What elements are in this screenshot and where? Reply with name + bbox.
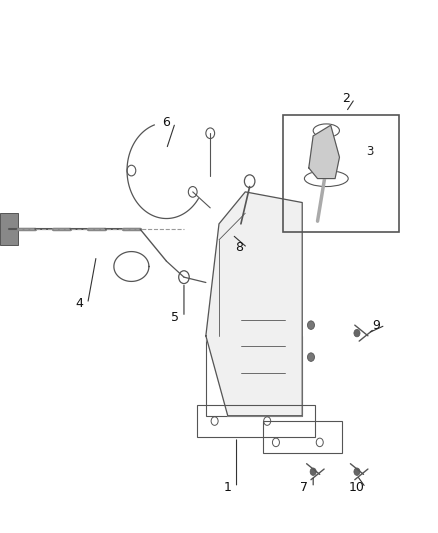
- Bar: [206, 336, 302, 416]
- Text: 1: 1: [224, 481, 232, 494]
- Text: 3: 3: [367, 146, 374, 158]
- Text: 8: 8: [235, 241, 243, 254]
- Text: 6: 6: [162, 116, 170, 129]
- Bar: [263, 421, 342, 453]
- Bar: [283, 115, 399, 232]
- Text: 10: 10: [349, 481, 365, 494]
- Circle shape: [307, 353, 314, 361]
- Text: 2: 2: [342, 92, 350, 105]
- Text: 5: 5: [171, 311, 179, 324]
- Text: 4: 4: [75, 297, 83, 310]
- Polygon shape: [309, 125, 339, 179]
- Text: 7: 7: [300, 481, 308, 494]
- Text: 9: 9: [373, 319, 381, 332]
- Bar: [0, 213, 18, 245]
- Bar: [197, 405, 315, 437]
- Polygon shape: [206, 192, 302, 416]
- Circle shape: [354, 329, 360, 337]
- Circle shape: [307, 321, 314, 329]
- Circle shape: [310, 468, 316, 475]
- Circle shape: [354, 468, 360, 475]
